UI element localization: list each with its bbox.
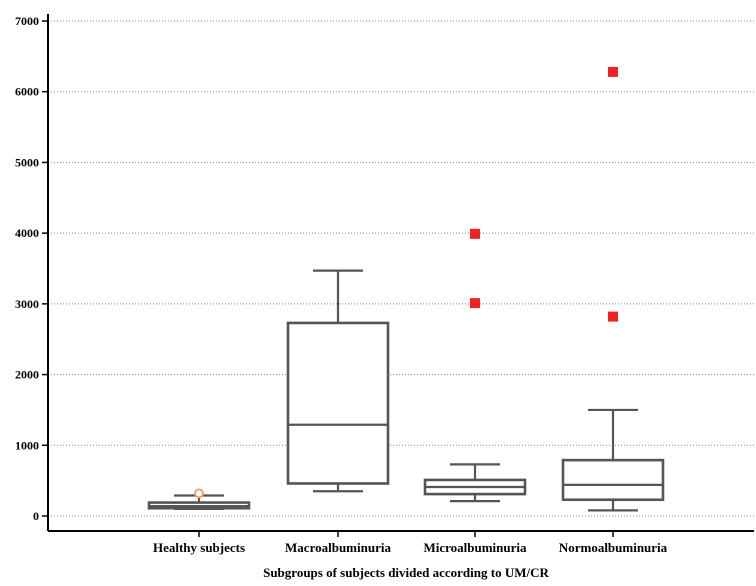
x-axis-title: Subgroups of subjects divided according …: [263, 565, 549, 580]
iqr-box: [286, 321, 390, 485]
x-axis: Healthy subjects Macroalbuminuria Microalb…: [48, 530, 754, 555]
box-microalbuminuria: [423, 228, 527, 503]
far-outlier-marker: [470, 228, 480, 239]
y-tick-label: 4000: [15, 226, 39, 240]
iqr-box: [561, 458, 665, 502]
x-tick-label: Microalbuminuria: [423, 540, 527, 555]
x-tick-label: Normoalbuminuria: [559, 540, 668, 555]
y-tick-label: 5000: [15, 155, 39, 169]
y-tick-label: 0: [33, 509, 39, 523]
y-tick-label: 6000: [15, 85, 39, 99]
y-tick-label: 1000: [15, 438, 39, 452]
far-outlier-marker: [608, 66, 618, 77]
grid-lines: [48, 20, 754, 517]
near-outlier-marker: [194, 488, 204, 499]
y-tick-label: 3000: [15, 297, 39, 311]
box-healthy-subjects: [147, 488, 251, 511]
far-outlier-marker: [608, 311, 618, 322]
x-tick-label: Healthy subjects: [153, 540, 245, 555]
x-tick-label: Macroalbuminuria: [285, 540, 391, 555]
box-series: [147, 66, 665, 512]
box-macroalbuminuria: [286, 269, 390, 493]
box-normoalbuminuria: [561, 66, 665, 512]
y-axis: 0 1000 2000 3000 4000 5000 6000 7000: [15, 14, 49, 531]
y-tick-label: 7000: [15, 14, 39, 28]
y-tick-label: 2000: [15, 368, 39, 382]
far-outlier-marker: [470, 298, 480, 309]
